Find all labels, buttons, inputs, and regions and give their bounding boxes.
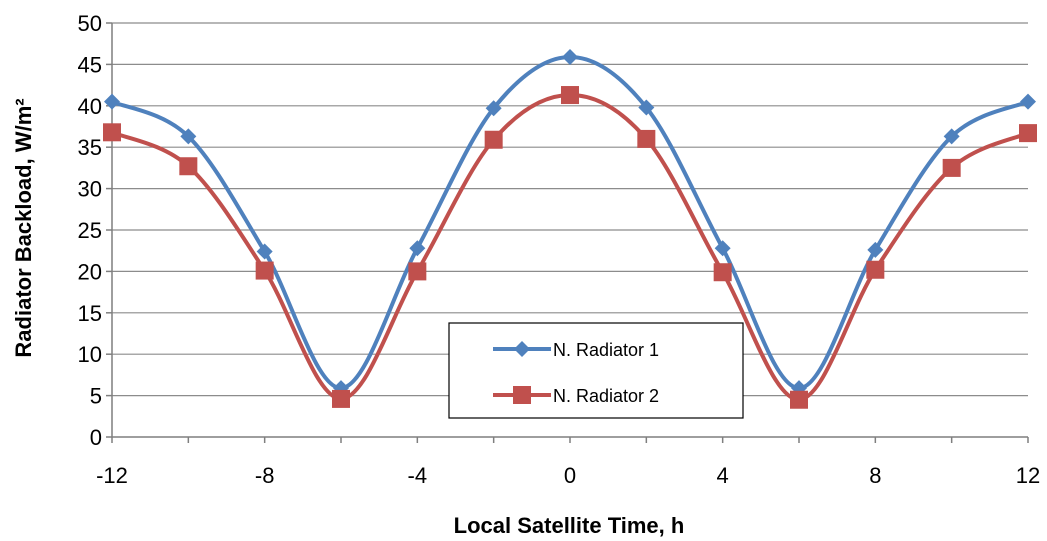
y-tick-label: 35 xyxy=(78,135,102,160)
y-tick-label: 10 xyxy=(78,342,102,367)
legend: N. Radiator 1 N. Radiator 2 xyxy=(448,322,744,419)
y-tick-label: 30 xyxy=(78,177,102,202)
axes xyxy=(106,22,1029,443)
data-point-diamond xyxy=(104,93,120,110)
data-point-square xyxy=(513,386,531,404)
x-tick-label: 0 xyxy=(564,463,576,488)
x-tick-label: 4 xyxy=(717,463,729,488)
legend-box xyxy=(448,322,744,419)
data-point-square xyxy=(637,129,656,148)
y-tick-label: 45 xyxy=(78,52,102,77)
data-point-diamond xyxy=(514,341,530,357)
y-tick-label: 0 xyxy=(90,425,102,450)
data-point-square xyxy=(255,261,274,280)
x-axis-title: Local Satellite Time, h xyxy=(454,513,685,538)
y-tick-label: 20 xyxy=(78,259,102,284)
y-tick-label: 50 xyxy=(78,11,102,36)
data-point-square xyxy=(561,86,579,105)
data-point-diamond xyxy=(409,240,426,257)
legend-entry: N. Radiator 2 xyxy=(493,386,659,406)
data-point-diamond xyxy=(180,128,197,145)
y-tick-label: 40 xyxy=(78,94,102,119)
series-2 xyxy=(103,86,1037,409)
x-tick-labels: -12 -8 -4 0 4 8 12 xyxy=(96,463,1040,488)
y-tick-labels: 0 5 10 15 20 25 30 35 40 45 50 xyxy=(78,11,102,450)
data-point-diamond xyxy=(943,128,960,145)
x-tick-label: 8 xyxy=(869,463,881,488)
x-tick-label: -8 xyxy=(255,463,275,488)
x-tick-label: -4 xyxy=(408,463,428,488)
legend-entry: N. Radiator 1 xyxy=(493,340,659,360)
data-point-square xyxy=(103,123,121,142)
y-axis-title: Radiator Backload, W/m² xyxy=(11,98,36,357)
data-point-square xyxy=(866,260,885,279)
data-point-square xyxy=(332,389,350,408)
legend-label: N. Radiator 2 xyxy=(553,386,659,406)
y-tick-label: 5 xyxy=(90,384,102,409)
data-point-square xyxy=(1019,124,1037,143)
data-point-diamond xyxy=(867,241,884,258)
data-point-diamond xyxy=(256,243,273,260)
data-point-diamond xyxy=(714,240,731,257)
y-tick-label: 25 xyxy=(78,218,102,243)
legend-label: N. Radiator 1 xyxy=(553,340,659,360)
x-tick-label: 12 xyxy=(1016,463,1040,488)
data-point-square xyxy=(179,157,198,176)
data-point-square xyxy=(484,130,503,149)
data-point-square xyxy=(790,390,808,409)
data-point-diamond xyxy=(485,100,502,117)
data-point-diamond xyxy=(638,99,655,116)
series-layer xyxy=(103,48,1037,409)
data-point-square xyxy=(408,262,427,281)
data-point-square xyxy=(942,158,961,177)
data-point-square xyxy=(713,263,732,282)
data-point-diamond xyxy=(1020,93,1036,110)
x-tick-label: -12 xyxy=(96,463,128,488)
y-tick-label: 15 xyxy=(78,301,102,326)
data-point-diamond xyxy=(562,48,578,65)
